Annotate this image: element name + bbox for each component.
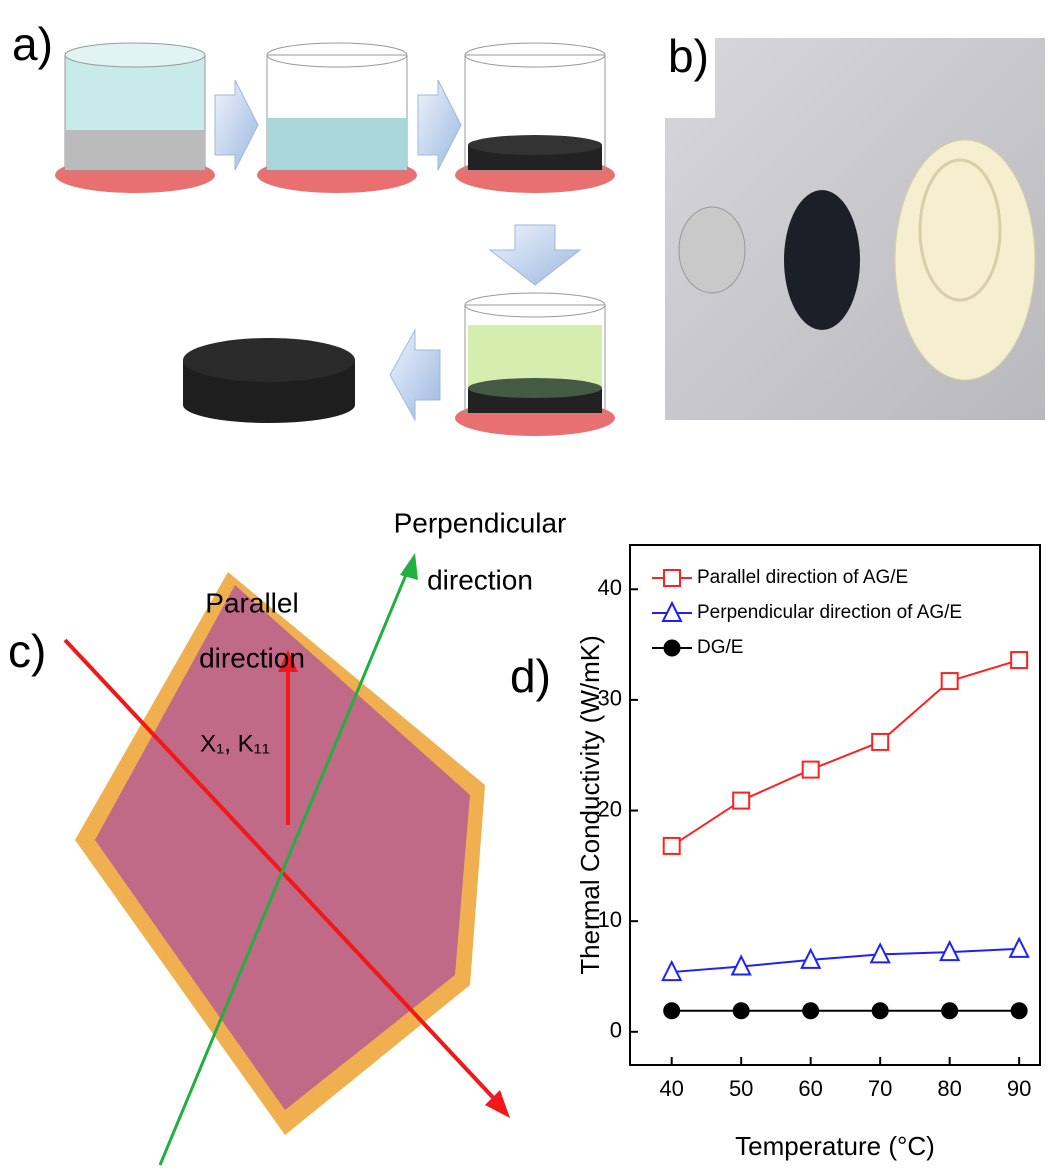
page: a) b) c) Perpendicular direction Paralle… [0, 0, 1049, 1174]
data-point [872, 734, 888, 750]
y-tick-label: 0 [610, 1018, 622, 1043]
legend-label: Parallel direction of AG/E [697, 567, 908, 588]
photo [665, 38, 1045, 420]
panel-label: c) [8, 625, 46, 677]
data-point [664, 838, 680, 854]
x-axis-label: Temperature (°C) [735, 1131, 935, 1161]
legend-label: DG/E [697, 637, 743, 658]
data-point [803, 762, 819, 778]
x-tick-label: 60 [798, 1076, 822, 1101]
annotation: direction [199, 642, 305, 673]
series-line [672, 660, 1019, 846]
annotation: Parallel [205, 587, 298, 618]
data-point [942, 1003, 958, 1019]
data-point [803, 1003, 819, 1019]
data-point [1011, 1003, 1027, 1019]
panel-label: b) [668, 30, 709, 82]
series-line [672, 949, 1019, 972]
x-tick-label: 80 [937, 1076, 961, 1101]
y-tick-label: 40 [598, 575, 622, 600]
legend-label: Perpendicular direction of AG/E [697, 602, 962, 623]
annotation: X₁, K₁₁ [200, 730, 270, 757]
data-point [1011, 652, 1027, 668]
x-tick-label: 70 [868, 1076, 892, 1101]
data-point [872, 1003, 888, 1019]
process-diagram [55, 43, 615, 436]
annotation: Perpendicular [394, 507, 567, 538]
data-point [1010, 939, 1028, 957]
x-tick-label: 40 [659, 1076, 683, 1101]
data-point [733, 793, 749, 809]
panel-label: d) [510, 650, 551, 702]
data-point [942, 673, 958, 689]
x-tick-label: 90 [1007, 1076, 1031, 1101]
figure: a) b) c) Perpendicular direction Paralle… [0, 0, 1049, 1174]
x-tick-label: 50 [729, 1076, 753, 1101]
legend-marker [664, 640, 680, 656]
y-axis-label: Thermal Conductivity (W/mK) [575, 635, 605, 975]
data-point [664, 1003, 680, 1019]
legend-marker [664, 570, 680, 586]
panel-label: a) [12, 18, 53, 70]
data-point [733, 1003, 749, 1019]
annotation: direction [427, 564, 533, 595]
